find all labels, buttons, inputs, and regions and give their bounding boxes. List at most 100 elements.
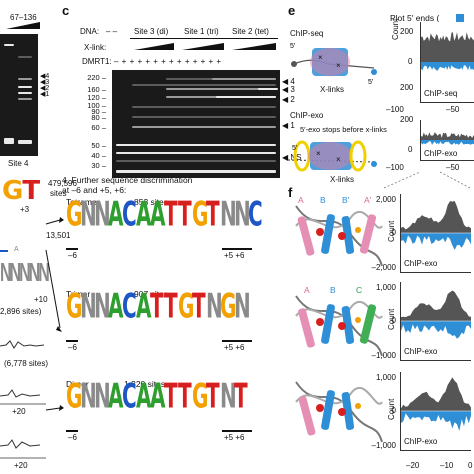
svg-text:×: × (336, 155, 341, 164)
dmrt-signs: – + + + + + + + + + + + + + (114, 57, 222, 66)
exo-note: 5′-exo stops before x-links (300, 125, 387, 134)
f-ylabel: Count (387, 398, 396, 420)
site-3-label: Site 3 (di) (134, 27, 169, 36)
xlink-label: X-link: (84, 43, 107, 52)
logo-letter: G (192, 193, 208, 234)
e-ytick-1a: 200 (400, 27, 414, 36)
logo-letter: N (80, 375, 97, 416)
zoom-guides (383, 171, 471, 189)
sequence-logo: GNNACAATTGTNNC (66, 193, 263, 234)
pos-4: +20 (14, 461, 28, 470)
logo-letter: T (206, 193, 220, 234)
subunit-label: C (356, 285, 363, 295)
logo-letter: C (122, 285, 137, 326)
logo-right-pos: +5 +6 (224, 343, 245, 352)
count-2: 13,501 (46, 231, 71, 240)
count-4: (6,778 sites) (4, 359, 49, 368)
e-xtick-1a: –100 (386, 105, 404, 114)
mw-marker: 50 – (91, 141, 106, 150)
e-plot-label-2: ChIP-exo (424, 149, 458, 158)
logo-letter: A (136, 193, 151, 234)
logo-left-pos: –6 (68, 251, 77, 260)
chipexo-profile-plot (400, 372, 471, 451)
logo-letter: A (108, 193, 123, 234)
band-arrow: ◀ 3 (282, 85, 295, 94)
logo-letter: T (234, 375, 248, 416)
count-1: 479,596 (48, 179, 77, 188)
letter-n-run: NNNNN (0, 260, 50, 288)
logo-letter: G (192, 375, 208, 416)
logo-letter: N (94, 375, 111, 416)
e-xtick-2b: –50 (446, 163, 460, 172)
logo-right-pos: +5 +6 (224, 433, 245, 442)
logo-letter: G (66, 193, 82, 234)
chipseq-schematic: 5′ × × 5′ (290, 43, 377, 86)
subunit-label: A (304, 285, 310, 295)
subunit-label: A′ (364, 195, 372, 205)
logo-letter: G (220, 285, 236, 326)
f-plot-label: ChIP-exo (404, 347, 438, 356)
dmrt-label: DMRT1: (82, 57, 112, 66)
protein-dna-structure (295, 295, 383, 357)
f-xtick-b: –10 (440, 461, 454, 470)
dna-dashes: – – (106, 27, 118, 36)
logo-letter: C (122, 375, 137, 416)
band-arrow: ◀ 2 (282, 95, 295, 104)
sequence-logo: GNNACAATTGTNT (66, 375, 248, 416)
logo-letter: G (178, 285, 194, 326)
logo-letter: T (192, 285, 206, 326)
f-ytick: 2,000 (375, 195, 396, 204)
mw-marker: 40 – (91, 151, 106, 160)
branch-arrows (45, 217, 64, 411)
chipexo-profile-plot (400, 194, 471, 273)
logo-letter: T (150, 285, 164, 326)
logo-letter: T (164, 285, 178, 326)
e-ylabel-1: Count (391, 18, 400, 40)
xlinks-label-1: X-links (320, 85, 345, 94)
chipexo-schematic: × × 5′ (287, 140, 377, 172)
logo-name: Dimer (66, 379, 89, 389)
protein-dna-structure (295, 205, 383, 267)
logo-letter: N (94, 193, 111, 234)
plot-title: Plot 5′ ends ( (390, 13, 440, 23)
svg-text:×: × (318, 53, 323, 62)
logo-site-count: 1,320 sites (124, 379, 166, 389)
protein-dna-structure (295, 381, 383, 443)
f-ytick: –2,000 (371, 263, 396, 272)
logo-right-pos: +5 +6 (224, 251, 245, 260)
logo-letter: G (66, 375, 82, 416)
mw-marker: 160 – (87, 85, 106, 94)
logo-site-count: 907 sites (134, 289, 169, 299)
logo-letter: N (206, 285, 223, 326)
mini-profile-1 (0, 340, 45, 349)
logo-letter: N (234, 285, 251, 326)
subunit-label: B (330, 285, 336, 295)
logo-left-pos: –6 (68, 343, 77, 352)
chipexo-label: ChIP-exo (290, 111, 324, 120)
logo-letter: T (178, 375, 192, 416)
mw-marker: 120 – (87, 93, 106, 102)
pos-2: +10 (34, 295, 48, 304)
gel-c (112, 70, 280, 178)
chipexo-profile-plot-e (420, 120, 474, 161)
logo-name: Tetramer (66, 197, 100, 207)
mw-marker: 90 – (91, 107, 106, 116)
f-ytick: 0 (391, 228, 396, 237)
svg-text:×: × (336, 61, 341, 70)
ratio-label: 67–136 (10, 13, 37, 22)
logo-letter: N (234, 193, 251, 234)
count-1-unit: sites (50, 189, 67, 198)
step-text-1: 4. Further sequence discrimination (62, 175, 193, 185)
logo-letter: A (150, 375, 165, 416)
logo-letter: N (220, 375, 237, 416)
svg-text:5′: 5′ (368, 79, 374, 86)
xlinks-label-2: X-links (330, 175, 355, 184)
f-ylabel: Count (387, 220, 396, 242)
site-2-label: Site 2 (tet) (232, 27, 269, 36)
f-ytick: 1,000 (375, 283, 396, 292)
logo-letter: A (136, 285, 151, 326)
f-ytick: –1,000 (371, 441, 396, 450)
f-ytick: 0 (391, 406, 396, 415)
logo-letter: T (206, 375, 220, 416)
chipexo-profile-plot (400, 282, 471, 361)
